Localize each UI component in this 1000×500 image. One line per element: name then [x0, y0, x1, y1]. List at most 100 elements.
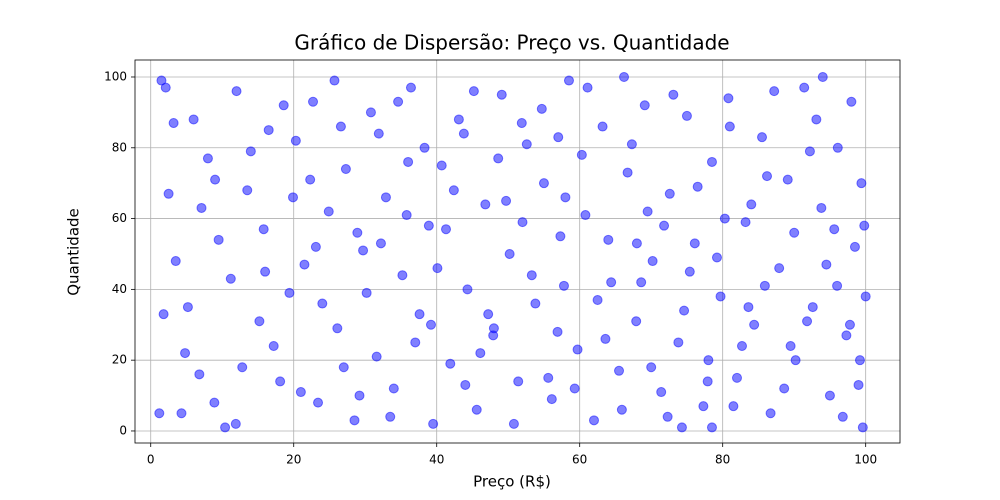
point [592, 294, 603, 305]
point [158, 309, 169, 320]
point [340, 164, 351, 175]
point [774, 263, 785, 274]
point [762, 171, 773, 182]
point [468, 86, 479, 97]
y-tick-label: 60 [112, 211, 127, 225]
point [182, 302, 193, 313]
point [616, 404, 627, 415]
point [580, 210, 591, 221]
point [299, 259, 310, 270]
point [237, 362, 248, 373]
point [220, 422, 231, 433]
point [196, 202, 207, 213]
point [816, 202, 827, 213]
point [600, 333, 611, 344]
point [335, 121, 346, 132]
point [517, 217, 528, 228]
point [538, 178, 549, 189]
point [857, 422, 868, 433]
point [471, 404, 482, 415]
point [380, 192, 391, 203]
point [856, 178, 867, 189]
y-tick-label: 80 [112, 140, 127, 154]
point [853, 379, 864, 390]
point [841, 330, 852, 341]
point [441, 224, 452, 235]
point [260, 266, 271, 277]
x-tick-label: 0 [147, 453, 155, 467]
point [676, 422, 687, 433]
point [811, 114, 822, 125]
point [536, 103, 547, 114]
point [636, 277, 647, 288]
point [530, 298, 541, 309]
point [338, 362, 349, 373]
point [453, 114, 464, 125]
point [501, 195, 512, 206]
point [263, 125, 274, 136]
point [832, 280, 843, 291]
point [493, 153, 504, 164]
point [603, 234, 614, 245]
point [488, 323, 499, 334]
point [736, 341, 747, 352]
point [170, 256, 181, 267]
point [397, 270, 408, 281]
point [373, 128, 384, 139]
point [436, 160, 447, 171]
point [163, 188, 174, 199]
point [188, 114, 199, 125]
point [160, 82, 171, 93]
point [332, 323, 343, 334]
point [448, 185, 459, 196]
point [749, 319, 760, 330]
point [275, 376, 286, 387]
point [365, 107, 376, 118]
point [310, 241, 321, 252]
point [711, 252, 722, 263]
point [546, 394, 557, 405]
point [202, 153, 213, 164]
point [859, 220, 870, 231]
point [642, 206, 653, 217]
point [706, 422, 717, 433]
point [354, 390, 365, 401]
axes-frame [134, 59, 901, 444]
point [213, 234, 224, 245]
point [706, 156, 717, 167]
point [646, 362, 657, 373]
point [543, 372, 554, 383]
point [278, 100, 289, 111]
point [209, 397, 220, 408]
point [414, 309, 425, 320]
point [589, 415, 599, 426]
point [176, 408, 187, 419]
point [425, 319, 436, 330]
point [290, 135, 301, 146]
point [740, 217, 751, 228]
point [358, 245, 369, 256]
point [844, 319, 855, 330]
point [553, 132, 564, 143]
x-tick-label: 100 [854, 453, 877, 467]
point [428, 418, 439, 429]
point [631, 316, 642, 327]
point [156, 75, 167, 86]
point [242, 185, 253, 196]
point [555, 231, 566, 242]
point [462, 284, 473, 295]
point [846, 96, 857, 107]
point [552, 326, 563, 337]
point [526, 270, 537, 281]
point [480, 199, 491, 210]
point [731, 372, 742, 383]
point [802, 316, 813, 327]
point [361, 287, 372, 298]
point [513, 376, 524, 387]
point [807, 302, 818, 313]
point [689, 238, 700, 249]
point [824, 390, 835, 401]
point [317, 298, 328, 309]
point [779, 383, 790, 394]
